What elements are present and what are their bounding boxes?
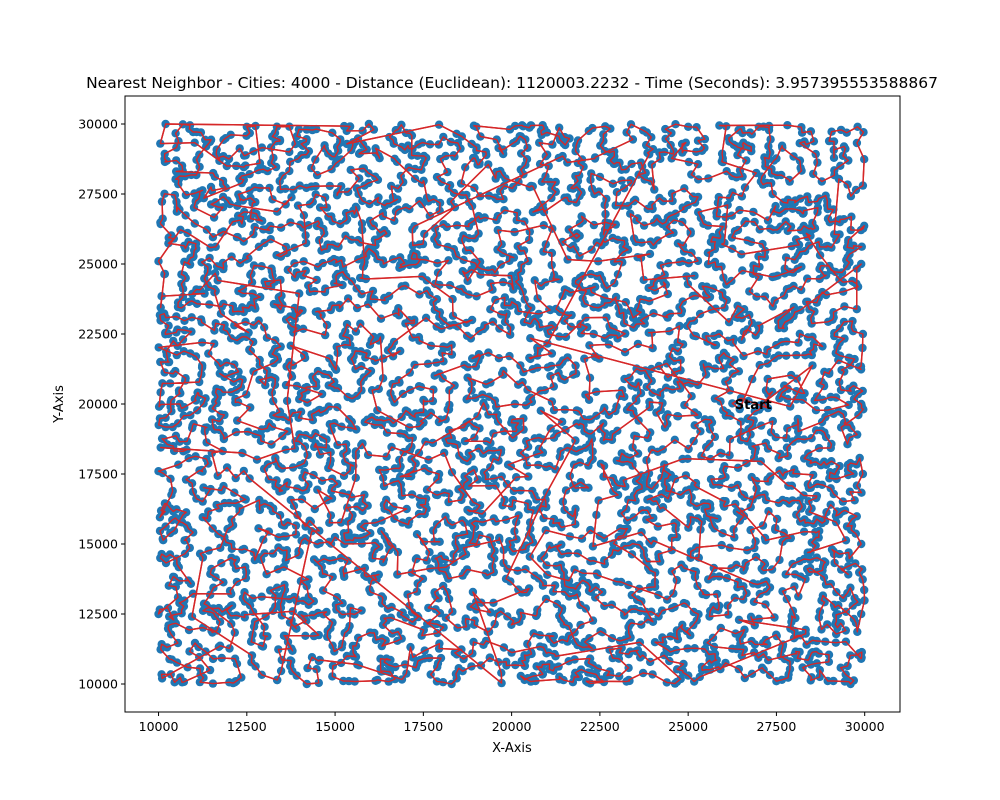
plot-area [154, 119, 869, 689]
x-axis-label: X-Axis [492, 741, 532, 756]
y-tick-label: 27500 [78, 187, 118, 202]
x-tick-label: 20000 [492, 719, 532, 734]
x-tick-label: 17500 [403, 719, 443, 734]
x-tick-label: 10000 [139, 719, 179, 734]
x-tick-label: 15000 [315, 719, 355, 734]
x-tick-label: 30000 [845, 719, 885, 734]
x-tick-label: 25000 [668, 719, 708, 734]
y-axis-label: Y-Axis [52, 385, 67, 424]
y-tick-label: 12500 [78, 607, 118, 622]
x-tick-label: 27500 [757, 719, 797, 734]
y-tick-label: 10000 [78, 677, 118, 692]
x-tick-label: 12500 [227, 719, 267, 734]
y-tick-label: 25000 [78, 257, 118, 272]
start-label: Start [735, 398, 772, 413]
y-tick-label: 30000 [78, 117, 118, 132]
x-tick-label: 22500 [580, 719, 620, 734]
y-tick-label: 20000 [78, 397, 118, 412]
chart-title: Nearest Neighbor - Cities: 4000 - Distan… [86, 74, 938, 92]
y-tick-label: 15000 [78, 537, 118, 552]
y-tick-label: 22500 [78, 327, 118, 342]
y-tick-label: 17500 [78, 467, 118, 482]
